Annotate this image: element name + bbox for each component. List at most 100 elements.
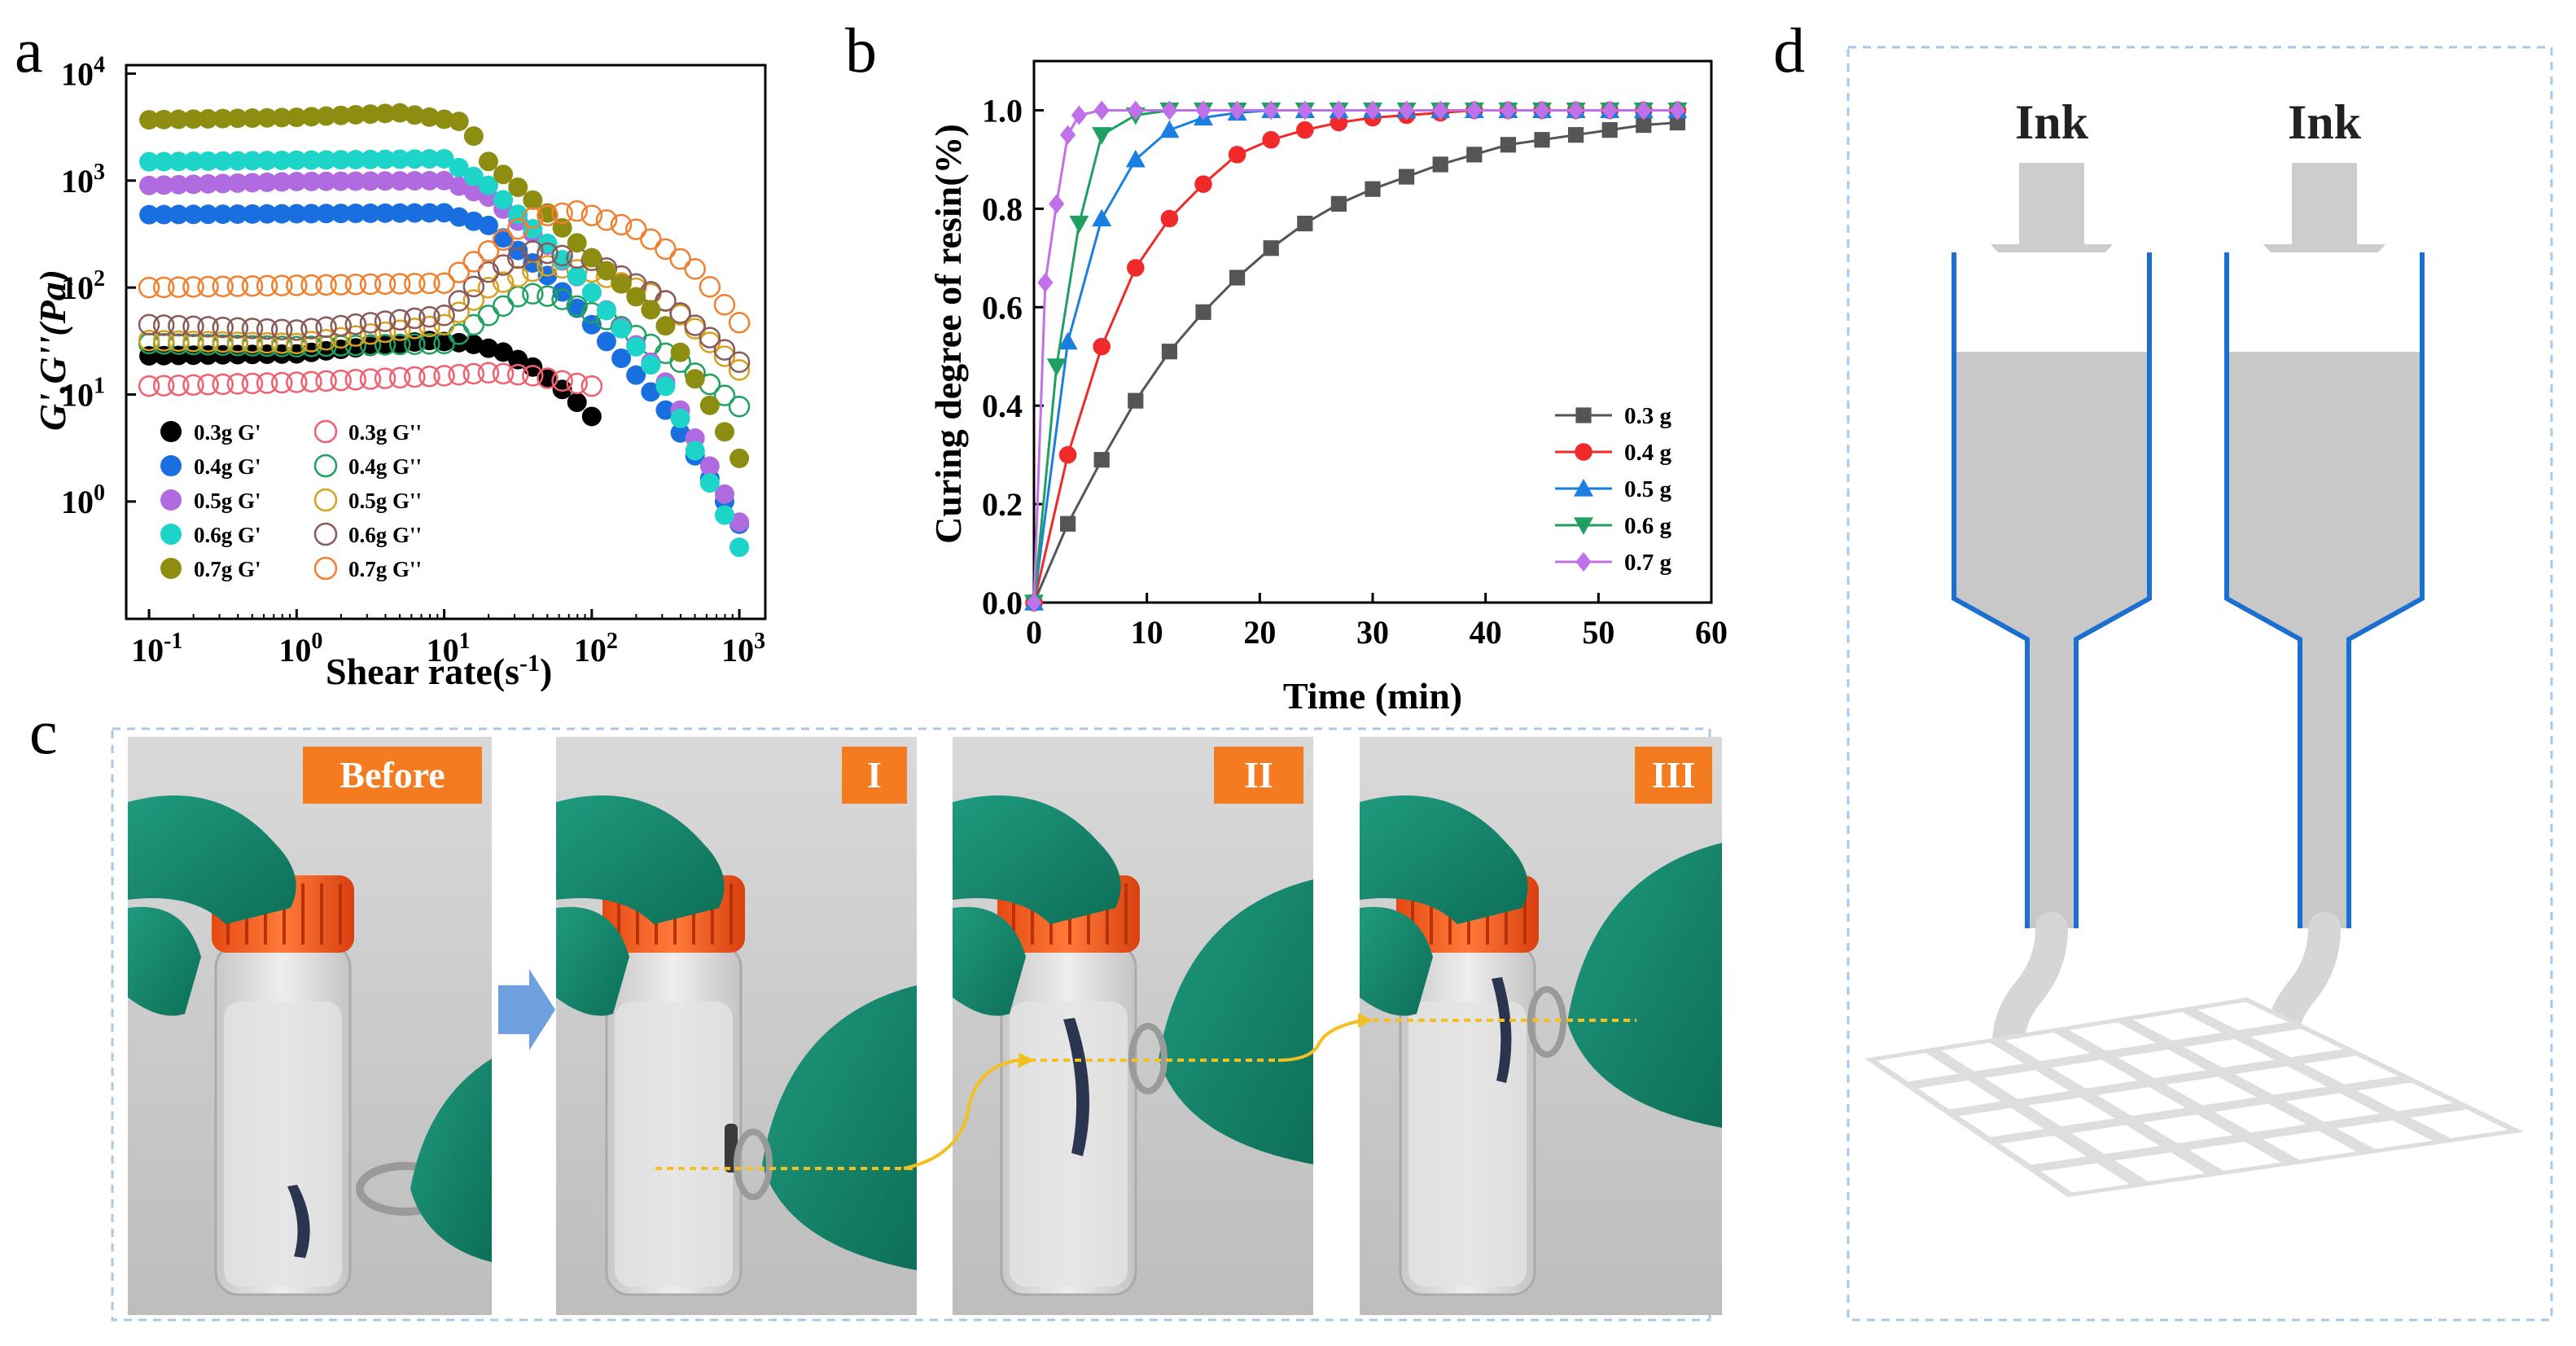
legend-label: 0.5g G'' [348, 489, 422, 513]
data-point [434, 109, 454, 129]
x-tick-label: 101 [427, 629, 471, 669]
data-point [331, 150, 351, 170]
data-point [626, 336, 646, 357]
glove-side [128, 906, 201, 1016]
data-point [1128, 392, 1144, 409]
data-point [182, 374, 204, 396]
data-point [1296, 121, 1314, 139]
x-tick-label: 10-1 [131, 629, 182, 669]
y-tick-label: 104 [61, 52, 105, 92]
data-point [287, 150, 307, 170]
data-point [359, 368, 382, 390]
data-point [360, 171, 380, 191]
metal-ring [734, 1129, 773, 1200]
ink-label: Ink [2015, 95, 2089, 149]
grid-cell [2303, 1055, 2399, 1085]
metal-ring [1527, 986, 1566, 1058]
data-point [168, 330, 190, 353]
data-point [611, 318, 632, 339]
legend-label: 0.7g G'' [348, 557, 422, 581]
data-point [405, 105, 425, 125]
data-point [198, 173, 218, 194]
data-point [404, 366, 426, 388]
data-point [1093, 337, 1111, 356]
data-point [212, 331, 234, 353]
data-point [684, 314, 706, 336]
photo-tag-label: III [1652, 754, 1696, 796]
data-point [198, 204, 218, 225]
data-point [449, 207, 469, 227]
data-point [226, 317, 249, 339]
data-point [405, 203, 425, 223]
grid-cell [2410, 1109, 2508, 1138]
grid-cell [2234, 1066, 2328, 1095]
x-tick-label: 20 [1243, 614, 1276, 651]
data-point [331, 204, 351, 224]
arrowhead [1358, 1013, 1373, 1028]
data-point [139, 151, 160, 172]
data-point [301, 171, 322, 191]
data-point [641, 355, 661, 375]
data-point [714, 422, 734, 442]
data-point [360, 203, 380, 223]
data-point [375, 171, 396, 191]
grid-cell [2285, 1093, 2381, 1122]
grid-cell [2117, 1049, 2206, 1078]
data-point [477, 261, 500, 283]
chart-b-legend: 0.3 g 0.4 g 0.5 g 0.6 g 0.7 g [1555, 403, 1672, 576]
data-point [1125, 149, 1146, 168]
glove-side [953, 906, 1026, 1016]
glove-top [556, 795, 725, 924]
data-point [1194, 175, 1212, 193]
data-point [699, 276, 721, 298]
y-tick-label: 0.4 [982, 388, 1023, 424]
data-point [419, 149, 440, 169]
data-point [478, 338, 498, 358]
data-point [169, 151, 189, 172]
data-point [551, 202, 573, 225]
data-point [1575, 443, 1592, 461]
photo-III: III [1360, 737, 1722, 1315]
data-point [257, 172, 278, 192]
data-point [448, 301, 470, 323]
data-point [1568, 127, 1584, 143]
data-point [1058, 331, 1078, 350]
x-tick-label: 0 [1026, 614, 1042, 651]
data-point [508, 349, 528, 370]
data-point [729, 537, 750, 558]
blue-arrow [498, 969, 555, 1050]
data-point [699, 395, 720, 415]
barrel-outline [2224, 252, 2425, 928]
data-point [154, 175, 174, 195]
data-point [1058, 445, 1077, 464]
data-point [567, 266, 587, 287]
data-point [388, 273, 411, 295]
arrowhead [1018, 1053, 1034, 1068]
dark-filler [1063, 1018, 1089, 1156]
data-point [462, 275, 485, 298]
data-point [641, 382, 661, 402]
data-point [344, 369, 367, 391]
data-point [551, 370, 573, 392]
grid-cell [2000, 1135, 2088, 1165]
data-point [551, 244, 573, 267]
grid-cell [2336, 1120, 2433, 1150]
data-point [169, 174, 189, 195]
panel-d-schematic: Ink Ink [1864, 95, 2524, 1197]
data-point [227, 108, 248, 129]
data-point [449, 157, 469, 178]
data-point [669, 248, 691, 270]
data-point [596, 331, 616, 352]
legend-label: 0.5g G' [194, 489, 261, 513]
data-point [359, 323, 382, 345]
data-point [1330, 100, 1347, 121]
data-point [1466, 100, 1483, 121]
legend-marker [160, 524, 182, 545]
data-point [669, 302, 691, 324]
grid-cell [1959, 1107, 2044, 1138]
data-point [272, 150, 292, 170]
data-point [138, 276, 160, 299]
data-point [506, 247, 529, 270]
data-point [699, 327, 721, 349]
glove-right [1567, 843, 1722, 1128]
